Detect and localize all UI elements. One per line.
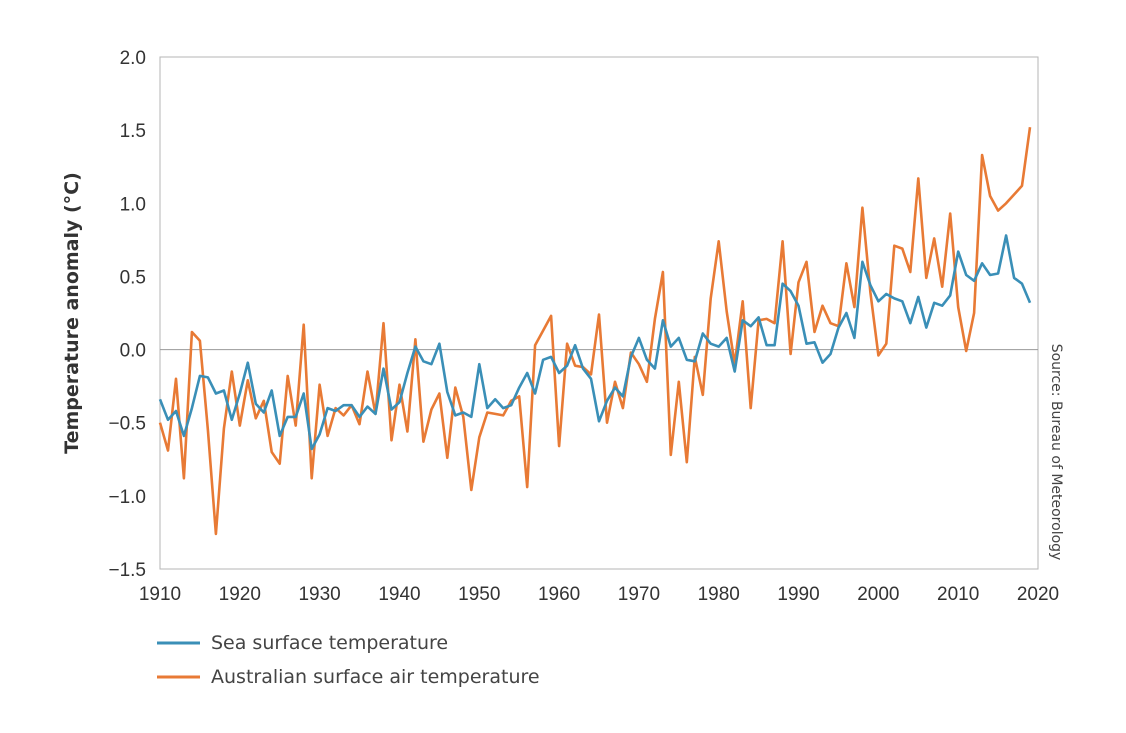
y-tick-label: 0.0 xyxy=(120,341,146,362)
x-tick-label: 2020 xyxy=(1017,584,1059,605)
x-tick-label: 1940 xyxy=(378,584,420,605)
x-tick-label: 1910 xyxy=(139,584,181,605)
y-axis-title: Temperature anomaly (°C) xyxy=(61,172,83,454)
air-temperature-line xyxy=(158,127,1032,536)
x-tick-label: 2000 xyxy=(857,584,899,605)
series-lines xyxy=(158,127,1032,536)
y-tick-label: −1.0 xyxy=(108,487,146,508)
source-note: Source: Bureau of Meteorology xyxy=(1048,344,1064,561)
y-tick-label: −1.5 xyxy=(108,560,146,581)
x-tick-label: 2010 xyxy=(937,584,979,605)
x-tick-label: 1950 xyxy=(458,584,500,605)
x-tick-label: 1980 xyxy=(698,584,740,605)
x-tick-label: 1920 xyxy=(219,584,261,605)
legend-label-air-temperature: Australian surface air temperature xyxy=(211,666,540,688)
y-tick-label: 2.0 xyxy=(120,48,146,69)
x-axis-ticks: 1910 1920 1930 1940 1950 1960 1970 1980 1990 2000… xyxy=(139,584,1059,605)
x-tick-label: 1970 xyxy=(618,584,660,605)
legend: Sea surface temperature Australian surfa… xyxy=(157,632,540,688)
y-tick-label: −0.5 xyxy=(108,414,146,435)
y-tick-label: 1.0 xyxy=(120,194,146,215)
plot-frame xyxy=(159,56,1039,570)
legend-label-sea-surface: Sea surface temperature xyxy=(211,632,448,654)
y-axis-ticks: −1.5 −1.0 −0.5 0.0 0.5 1.0 1.5 2.0 xyxy=(108,48,146,581)
x-tick-label: 1990 xyxy=(777,584,819,605)
y-tick-label: 1.5 xyxy=(120,121,146,142)
y-tick-label: 0.5 xyxy=(120,267,146,288)
x-tick-label: 1960 xyxy=(538,584,580,605)
sea-surface-temperature-line xyxy=(158,234,1032,451)
x-tick-label: 1930 xyxy=(298,584,340,605)
